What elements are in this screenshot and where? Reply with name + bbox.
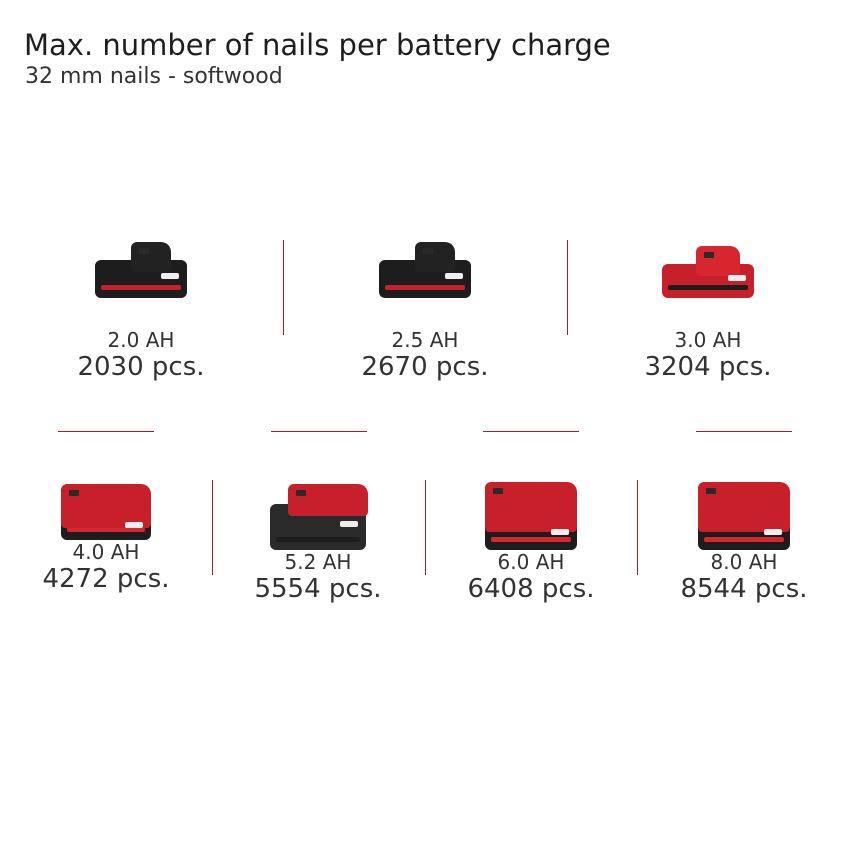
charge-indicator-icon [423,248,433,254]
nail-count: 2670 pcs. [361,352,489,382]
battery-card-6-0ah: 6.0 AH 6408 pcs. [431,478,631,604]
battery-top [698,482,790,532]
battery-capacity: 6.0 AH [497,550,565,574]
page-title: Max. number of nails per battery charge [24,28,611,62]
page-subtitle: 32 mm nails - softwood [25,64,283,89]
divider [425,480,426,575]
charge-indicator-icon [704,252,714,258]
battery-card-3-0ah: 3.0 AH 3204 pcs. [608,238,808,382]
divider [212,480,213,575]
battery-band [276,537,360,542]
charge-indicator-icon [296,490,306,496]
divider [637,480,638,575]
battery-label [551,529,569,535]
battery-image-icon [61,478,151,540]
battery-capacity: 5.2 AH [284,550,352,574]
battery-label [764,529,782,535]
charge-indicator-icon [493,488,503,494]
battery-label [340,521,358,527]
battery-top [415,242,455,272]
battery-band [704,537,784,542]
nail-count: 5554 pcs. [254,574,382,604]
battery-capacity: 4.0 AH [72,540,140,564]
charge-indicator-icon [139,248,149,254]
battery-image-icon [485,478,577,550]
battery-image-icon [270,478,368,550]
divider [58,431,154,432]
charge-indicator-icon [706,488,716,494]
battery-capacity: 8.0 AH [710,550,778,574]
battery-label [728,275,746,281]
divider [483,431,579,432]
nail-count: 8544 pcs. [680,574,808,604]
battery-card-4-0ah: 4.0 AH 4272 pcs. [6,478,206,594]
battery-image-icon [698,478,790,550]
battery-card-8-0ah: 8.0 AH 8544 pcs. [644,478,844,604]
battery-band [67,527,145,532]
battery-card-5-2ah: 5.2 AH 5554 pcs. [218,478,418,604]
battery-card-2-5ah: 2.5 AH 2670 pcs. [325,238,525,382]
battery-capacity: 2.0 AH [107,328,175,352]
battery-label [445,273,463,279]
battery-top [696,246,740,276]
battery-image-icon [95,238,187,298]
nail-count: 3204 pcs. [644,352,772,382]
battery-top [288,484,368,516]
charge-indicator-icon [69,490,79,496]
battery-band [385,285,465,290]
divider [696,431,792,432]
battery-label [161,273,179,279]
battery-label [125,522,143,528]
battery-top [131,242,171,272]
battery-capacity: 3.0 AH [674,328,742,352]
divider [283,240,284,335]
battery-card-2-0ah: 2.0 AH 2030 pcs. [41,238,241,382]
nail-count: 2030 pcs. [77,352,205,382]
nail-count: 6408 pcs. [467,574,595,604]
battery-image-icon [379,238,471,298]
battery-top [485,482,577,532]
battery-image-icon [662,238,754,298]
divider [271,431,367,432]
battery-band [668,285,748,290]
battery-band [491,537,571,542]
battery-band [101,285,181,290]
nail-count: 4272 pcs. [42,564,170,594]
divider [567,240,568,335]
battery-top [61,484,151,528]
battery-capacity: 2.5 AH [391,328,459,352]
